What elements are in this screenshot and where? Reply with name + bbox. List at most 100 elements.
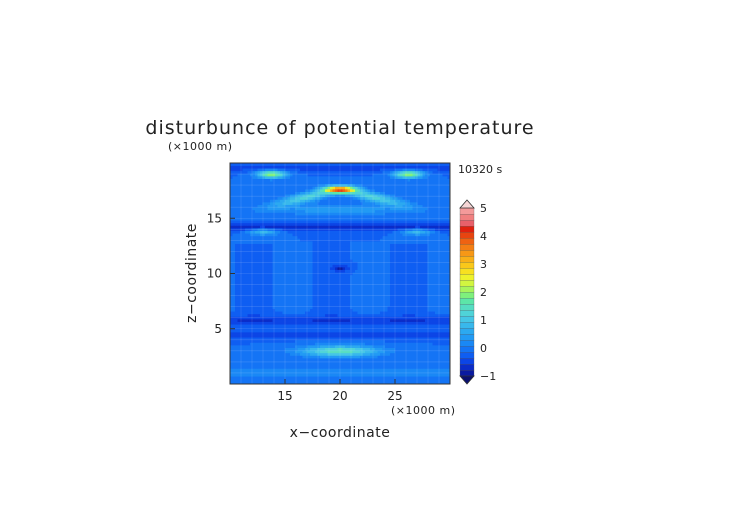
heatmap-cell	[240, 235, 243, 239]
heatmap-cell	[382, 251, 386, 255]
heatmap-cell	[370, 324, 373, 328]
heatmap-cell	[260, 261, 263, 265]
heatmap-cell	[330, 241, 333, 244]
heatmap-cell	[392, 368, 396, 372]
heatmap-cell	[390, 280, 393, 283]
heatmap-cell	[395, 337, 398, 341]
heatmap-cell	[292, 269, 296, 273]
heatmap-cell	[250, 373, 253, 377]
heatmap-cell	[237, 334, 241, 338]
heatmap-cell	[305, 235, 308, 239]
heatmap-cell	[300, 334, 303, 338]
heatmap-cell	[415, 282, 418, 286]
heatmap-cell	[252, 235, 256, 239]
heatmap-cell	[402, 256, 406, 260]
heatmap-cell	[350, 321, 353, 325]
heatmap-cell	[240, 378, 243, 382]
heatmap-cell	[342, 259, 346, 263]
heatmap-cell	[235, 326, 238, 330]
heatmap-cell	[407, 311, 411, 315]
heatmap-cell	[287, 306, 291, 309]
heatmap-cell	[442, 274, 446, 278]
heatmap-cell	[415, 295, 418, 299]
heatmap-cell	[290, 306, 293, 309]
heatmap-cell	[350, 295, 353, 299]
heatmap-cell	[407, 303, 411, 307]
heatmap-cell	[360, 363, 363, 367]
heatmap-cell	[340, 334, 343, 338]
heatmap-cell	[425, 326, 428, 330]
heatmap-cell	[295, 316, 298, 320]
heatmap-cell	[440, 378, 443, 382]
heatmap-cell	[330, 376, 333, 380]
heatmap-cell	[385, 272, 388, 276]
heatmap-cell	[355, 378, 358, 382]
heatmap-cell	[405, 381, 408, 385]
heatmap-cell	[265, 339, 268, 343]
heatmap-cell	[387, 272, 391, 276]
heatmap-cell	[400, 300, 403, 304]
heatmap-cell	[267, 365, 271, 369]
heatmap-cell	[277, 272, 281, 276]
heatmap-cell	[347, 347, 351, 351]
heatmap-cell	[445, 290, 448, 294]
heatmap-cell	[377, 358, 381, 361]
heatmap-cell	[240, 298, 243, 302]
heatmap-cell	[435, 290, 438, 294]
heatmap-cell	[272, 300, 276, 304]
heatmap-cell	[327, 339, 331, 343]
heatmap-cell	[415, 381, 418, 385]
heatmap-cell	[290, 381, 293, 385]
heatmap-cell	[257, 347, 261, 351]
heatmap-cell	[405, 342, 408, 346]
heatmap-cell	[347, 251, 351, 255]
heatmap-cell	[262, 319, 266, 322]
heatmap-cell	[400, 303, 403, 307]
heatmap-cell	[312, 303, 316, 307]
heatmap-cell	[302, 350, 306, 354]
heatmap-cell	[250, 287, 253, 291]
heatmap-cell	[435, 282, 438, 286]
heatmap-cell	[272, 285, 276, 289]
heatmap-cell	[290, 282, 293, 286]
heatmap-cell	[277, 324, 281, 328]
heatmap-cell	[335, 371, 338, 374]
heatmap-cell	[342, 241, 346, 244]
heatmap-cell	[447, 300, 451, 304]
heatmap-cell	[317, 347, 321, 351]
heatmap-cell	[337, 264, 341, 268]
heatmap-cell	[247, 373, 251, 377]
heatmap-cell	[335, 285, 338, 289]
heatmap-cell	[262, 326, 266, 330]
heatmap-cell	[317, 298, 321, 302]
heatmap-cell	[380, 243, 383, 247]
heatmap-cell	[435, 373, 438, 377]
heatmap-cell	[340, 259, 343, 263]
heatmap-cell	[245, 241, 248, 244]
heatmap-cell	[232, 378, 236, 382]
heatmap-cell	[260, 238, 263, 242]
heatmap-cell	[355, 282, 358, 286]
heatmap-cell	[390, 303, 393, 307]
heatmap-cell	[440, 363, 443, 367]
heatmap-cell	[322, 269, 326, 273]
heatmap-cell	[447, 274, 451, 278]
heatmap-cell	[447, 347, 451, 351]
heatmap-cell	[340, 350, 343, 354]
heatmap-cell	[427, 350, 431, 354]
heatmap-cell	[380, 368, 383, 372]
heatmap-cell	[310, 248, 313, 252]
heatmap-cell	[405, 264, 408, 268]
heatmap-cell	[385, 329, 388, 333]
heatmap-cell	[332, 287, 336, 291]
heatmap-cell	[292, 280, 296, 283]
heatmap-cell	[377, 295, 381, 299]
heatmap-cell	[437, 332, 441, 335]
heatmap-cell	[435, 298, 438, 302]
heatmap-cell	[275, 316, 278, 320]
heatmap-cell	[270, 316, 273, 320]
heatmap-cell	[347, 316, 351, 320]
heatmap-cell	[305, 269, 308, 273]
heatmap-cell	[382, 303, 386, 307]
heatmap-cell	[267, 303, 271, 307]
